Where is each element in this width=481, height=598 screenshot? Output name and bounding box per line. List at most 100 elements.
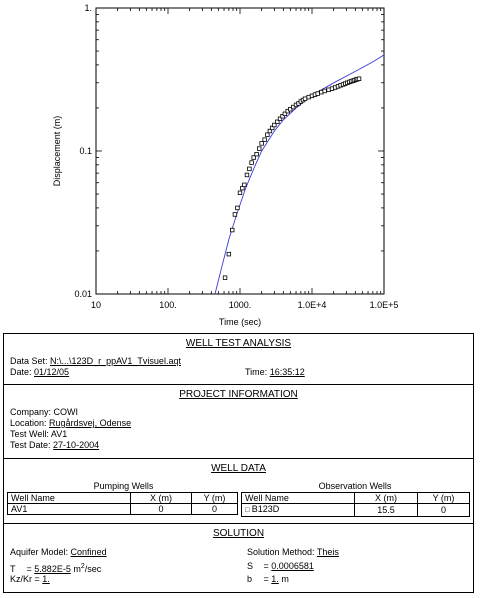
plot-frame [95,7,385,295]
data-point [251,155,256,160]
divider [4,384,473,385]
data-point [230,227,235,233]
observation-points [222,76,362,280]
s-value: 0.0006581 [271,561,314,571]
thickness-line: b = 1. m [247,574,289,584]
y-tick-labels: 0.01 0.1 1. [74,3,92,299]
y-tick-label: 1. [84,3,92,13]
y-tick-label: 0.01 [74,289,92,299]
well-test-chart: 10 100. 1000. 1.0E+4 1.0E+5 0.01 0.1 1. Time (… [52,3,398,327]
solution-method-value: Theis [316,547,339,557]
location-line: Location: Rugårdsvej, Odense [10,418,131,429]
storativity-line: S = 0.0006581 [247,561,314,571]
data-point [257,146,262,151]
data-point [226,251,232,257]
solution-method-line: Solution Method: Theis [247,547,339,558]
data-point [262,137,267,142]
solution-title: SOLUTION [212,528,265,539]
x-axis-label: Time (sec) [219,317,261,327]
column-header: X (m) [354,492,418,504]
test-date-value: 27-10-2004 [53,440,100,450]
b-label: b [247,574,253,584]
kzkr-label: Kz/Kr = [10,574,40,584]
data-point [315,91,320,96]
theis-curve [214,54,385,295]
data-point [267,128,273,134]
pumping-wells-title: Pumping Wells [93,481,154,491]
axis-ticks [95,8,384,295]
data-point [322,88,327,94]
x-tick-label: 1000. [229,300,252,310]
divider [4,458,473,459]
data-point [326,87,331,92]
time-value: 16:35:12 [269,367,305,377]
data-set-line: Data Set: N:\...\123D_r_ppAV1_Tvisuel.aq… [10,356,181,367]
y-axis-label: Displacement (m) [52,116,62,187]
transmissivity-line: T = 5.882E-5 m2/sec [10,563,102,574]
data-point [275,119,280,125]
data-point [302,96,308,101]
data-point [356,76,362,81]
test-date-line: Test Date: 27-10-2004 [10,440,99,451]
column-header: Y (m) [417,492,470,504]
x-tick-label: 1.0E+5 [370,300,399,310]
table-cell: 0 [191,503,238,515]
table-row: □ B123D 15.5 0 [241,503,470,517]
data-point [222,275,228,280]
y-tick-label: 0.1 [79,146,92,156]
test-date-label: Test Date: [10,440,51,450]
table-header-row: Well Name X (m) Y (m) [241,492,470,504]
table-row: AV1 0 0 [7,503,238,515]
square-marker-icon: □ [245,507,250,514]
project-title: PROJECT INFORMATION [179,389,298,400]
data-set-label: Data Set: [10,356,48,366]
company-value: COWI [53,407,79,417]
t-label: T [10,564,16,574]
column-header: Well Name [241,492,355,504]
data-point [254,151,259,157]
table-cell: 0 [417,503,470,517]
test-well-value: AV1 [50,429,68,439]
data-point [282,111,288,117]
x-tick-label: 10 [91,300,101,310]
b-value: 1. [271,574,279,584]
date-value: 01/12/05 [34,367,70,377]
pumping-wells-table: Well Name X (m) Y (m) AV1 0 0 [7,492,238,515]
table-cell: AV1 [7,503,131,515]
x-tick-label: 1.0E+4 [298,300,327,310]
data-point [237,190,243,196]
aquifer-model-label: Aquifer Model: [10,547,69,557]
location-label: Location: [10,418,47,428]
test-well-label: Test Well: [10,429,49,439]
data-point [232,212,238,217]
company-line: Company: COWI [10,407,78,418]
data-point [247,166,252,172]
kzkr-line: Kz/Kr = 1. [10,574,50,585]
data-point [244,172,250,178]
date-label: Date: [10,367,32,377]
kzkr-value: 1. [42,574,50,584]
divider [4,523,473,524]
table-header-row: Well Name X (m) Y (m) [7,492,238,504]
data-point [277,116,283,121]
well-data-title: WELL DATA [211,463,266,474]
theis-curve-line [214,54,385,295]
x-tick-label: 100. [159,300,177,310]
t-unit: m2/sec [73,563,102,574]
table-cell: 0 [130,503,192,515]
time-label: Time: [245,367,268,377]
company-label: Company: [10,407,52,417]
time-line: Time: 16:35:12 [245,367,305,378]
data-set-value: N:\...\123D_r_ppAV1_Tvisuel.aqt [50,356,181,366]
x-tick-labels: 10 100. 1000. 1.0E+4 1.0E+5 [91,300,398,310]
column-header: Well Name [7,492,131,504]
aquifer-model-value: Confined [70,547,107,557]
column-header: Y (m) [191,492,238,504]
data-point [265,132,270,137]
observation-wells-table: Well Name X (m) Y (m) □ B123D 15.5 0 [241,492,470,517]
solution-method-label: Solution Method: [247,547,315,557]
data-point [242,182,247,188]
data-point [280,114,285,119]
observation-well-name: B123D [251,504,280,514]
data-point [235,205,240,211]
